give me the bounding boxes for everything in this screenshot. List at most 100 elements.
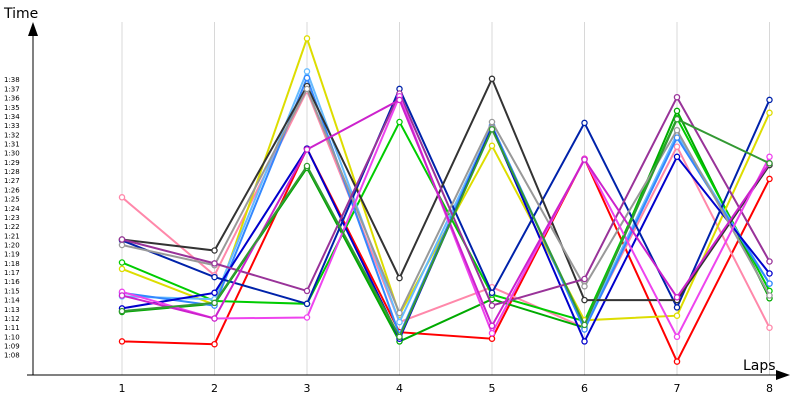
- data-point: [673, 143, 681, 150]
- data-point: [766, 258, 773, 265]
- y-tick-label: 1:28: [4, 168, 20, 176]
- series-line: [121, 86, 771, 316]
- y-tick-label: 1:36: [4, 95, 20, 103]
- data-point: [303, 146, 311, 153]
- y-tick-label: 1:21: [4, 232, 20, 240]
- series-12: [118, 90, 773, 309]
- series-14: [118, 96, 773, 330]
- data-point: [673, 294, 681, 301]
- data-point: [581, 321, 588, 329]
- series-line: [121, 98, 771, 329]
- data-point: [211, 289, 218, 297]
- y-tick-label: 1:16: [4, 278, 20, 286]
- y-tick-label: 1:37: [4, 85, 20, 93]
- data-point: [581, 275, 588, 283]
- x-tick-label: 1: [119, 382, 126, 395]
- data-point: [118, 241, 126, 249]
- y-tick-label: 1:24: [4, 205, 20, 213]
- y-axis-title: Time: [3, 6, 38, 22]
- data-point: [488, 126, 496, 133]
- y-tick-label: 1:27: [4, 177, 20, 185]
- data-point: [766, 160, 773, 167]
- data-point: [396, 274, 403, 282]
- data-point: [766, 292, 773, 299]
- y-tick-label: 1:30: [4, 150, 20, 158]
- data-point: [766, 109, 773, 117]
- y-tick-label: 1:13: [4, 306, 20, 314]
- data-point: [488, 329, 496, 337]
- data-point: [581, 296, 588, 304]
- data-point: [118, 307, 126, 315]
- y-tick-label: 1:35: [4, 104, 20, 112]
- y-tick-label: 1:22: [4, 223, 20, 231]
- y-tick-label: 1:10: [4, 333, 20, 341]
- data-point: [211, 260, 218, 267]
- data-point: [488, 302, 496, 309]
- data-point: [766, 96, 773, 104]
- data-point: [211, 299, 218, 307]
- data-point: [673, 304, 681, 311]
- x-tick-label: 2: [211, 382, 218, 395]
- y-tick-label: 1:23: [4, 214, 20, 222]
- data-point: [766, 280, 773, 287]
- data-point: [581, 338, 588, 345]
- data-point: [581, 119, 588, 127]
- x-tick-label: 7: [674, 382, 681, 395]
- data-point: [211, 273, 218, 281]
- y-tick-label: 1:18: [4, 260, 20, 268]
- data-point: [488, 289, 496, 297]
- y-tick-label: 1:19: [4, 251, 20, 259]
- data-point: [396, 318, 403, 326]
- data-point: [303, 68, 311, 75]
- x-tick-label: 6: [581, 382, 588, 395]
- y-tick-label: 1:11: [4, 324, 20, 332]
- y-tick-label: 1:26: [4, 186, 20, 194]
- x-tick-label: 5: [489, 382, 496, 395]
- data-point: [118, 236, 126, 243]
- y-tick-label: 1:08: [4, 352, 20, 360]
- x-axis-title: Laps: [743, 358, 776, 374]
- data-point: [303, 287, 311, 295]
- data-point: [673, 126, 681, 134]
- data-point: [673, 333, 681, 341]
- y-tick-label: 1:15: [4, 287, 20, 295]
- data-point: [488, 118, 496, 126]
- y-tick-label: 1:38: [4, 76, 20, 84]
- data-point: [673, 312, 681, 319]
- series-line: [121, 117, 770, 340]
- data-point: [211, 247, 218, 254]
- data-point: [581, 156, 588, 163]
- series-line: [121, 68, 771, 330]
- y-tick-label: 1:14: [4, 297, 20, 305]
- data-point: [118, 265, 126, 273]
- series-group: [118, 35, 773, 365]
- data-point: [766, 175, 773, 183]
- data-point: [581, 283, 588, 290]
- data-point: [766, 324, 773, 331]
- y-tick-label: 1:32: [4, 131, 20, 139]
- y-tick-label: 1:17: [4, 269, 20, 277]
- data-point: [673, 134, 681, 141]
- data-point: [488, 335, 496, 342]
- data-point: [118, 194, 126, 201]
- data-point: [118, 338, 126, 345]
- y-tick-label: 1:31: [4, 140, 20, 148]
- x-axis-arrow: [776, 370, 790, 380]
- data-point: [211, 315, 218, 322]
- x-tick-labels: 1 2 3 4 5 6 7 8: [119, 382, 774, 395]
- y-tick-label: 1:12: [4, 315, 20, 323]
- data-point: [303, 85, 311, 93]
- data-point: [488, 142, 496, 150]
- data-point: [396, 309, 403, 317]
- data-point: [766, 270, 773, 277]
- y-tick-label: 1:25: [4, 196, 20, 204]
- data-point: [488, 322, 496, 330]
- data-point: [303, 314, 311, 321]
- data-point: [303, 162, 311, 170]
- y-tick-label: 1:34: [4, 113, 20, 121]
- y-tick-label: 1:33: [4, 122, 20, 130]
- data-point: [673, 358, 681, 365]
- series-line: [121, 91, 771, 307]
- x-tick-label: 3: [304, 382, 311, 395]
